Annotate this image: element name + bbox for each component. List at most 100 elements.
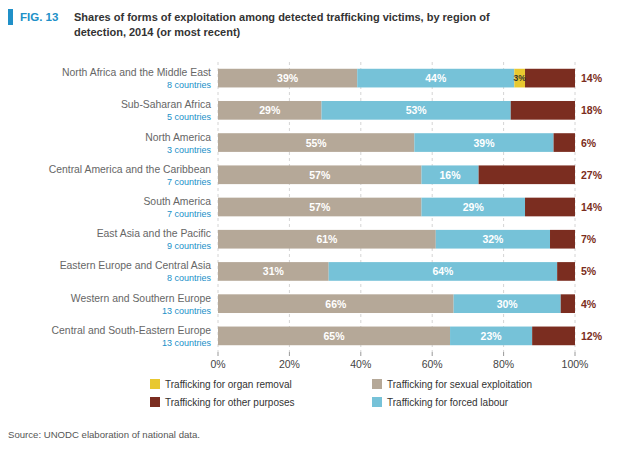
tick-mark — [360, 352, 361, 356]
data-label: 61% — [316, 233, 338, 245]
bar-segment — [421, 198, 525, 217]
category-note: 13 countries — [162, 338, 212, 348]
category-label: North Africa and the Middle East — [62, 67, 211, 78]
tick-label: 40% — [350, 358, 371, 370]
bar-segment — [329, 262, 557, 281]
bar-segment — [322, 101, 511, 120]
data-label: 29% — [259, 104, 281, 116]
legend: Trafficking for organ removal Trafficking… — [150, 379, 532, 408]
data-label: 30% — [497, 298, 519, 310]
bar-segment — [218, 165, 421, 184]
tick-label: 100% — [562, 358, 589, 370]
source-note: Source: UNODC elaboration of national da… — [8, 429, 200, 440]
bar-segment — [218, 294, 454, 313]
tick-mark — [503, 352, 504, 356]
tick-label: 20% — [279, 358, 300, 370]
title-line: detection, 2014 (or most recent) — [74, 26, 241, 38]
data-label: 18% — [581, 104, 603, 116]
legend-swatch — [150, 397, 160, 407]
tick-mark — [289, 352, 290, 356]
category-label: South America — [143, 196, 211, 207]
tick-mark — [575, 352, 576, 356]
data-label: 23% — [481, 330, 503, 342]
legend-entry: Trafficking for organ removal — [165, 379, 292, 390]
data-label: 55% — [306, 137, 328, 149]
bar-segment — [532, 327, 575, 346]
tick-mark — [218, 352, 219, 356]
category-note: 3 countries — [167, 145, 212, 155]
data-label: 4% — [581, 298, 597, 310]
data-label: 32% — [482, 233, 504, 245]
data-label: 5% — [581, 265, 597, 277]
legend-entry: Trafficking for sexual exploitation — [387, 379, 532, 390]
category-note: 8 countries — [167, 273, 212, 283]
title: Shares of forms of exploitation among de… — [74, 11, 490, 38]
data-label: 66% — [325, 298, 347, 310]
tick-label: 60% — [422, 358, 443, 370]
bar-segment — [218, 198, 421, 217]
tick-label: 80% — [493, 358, 514, 370]
bar-segment — [525, 198, 575, 217]
legend-entry: Trafficking for other purposes — [165, 397, 295, 408]
bar-segment — [550, 230, 575, 249]
data-label: 29% — [463, 201, 485, 213]
bar-segment — [218, 230, 436, 249]
bar-segment — [421, 165, 478, 184]
bar-segment — [454, 294, 561, 313]
category-note: 7 countries — [167, 209, 212, 219]
figure-label: FIG. 13 — [20, 11, 58, 23]
category-note: 5 countries — [167, 112, 212, 122]
bar-segment — [525, 69, 575, 88]
page: {"chart_data": { "type": "bar", "orienta… — [0, 0, 640, 450]
data-label: 14% — [581, 201, 603, 213]
data-label: 57% — [309, 201, 331, 213]
legend-swatch — [372, 397, 382, 407]
data-label: 27% — [581, 169, 603, 181]
bar-segment — [218, 327, 450, 346]
legend-entry: Trafficking for forced labour — [387, 397, 509, 408]
data-label: 39% — [277, 72, 299, 84]
category-label: East Asia and the Pacific — [97, 228, 211, 239]
data-label: 39% — [473, 137, 495, 149]
category-label: Sub-Saharan Africa — [121, 99, 211, 110]
data-label: 53% — [406, 104, 428, 116]
data-label: 44% — [425, 72, 447, 84]
legend-swatch — [150, 379, 160, 389]
bars — [218, 69, 575, 345]
bar-segment — [450, 327, 532, 346]
data-labels: 39% 29% 55% 57% 57% 61% 31% 66% 65% 44% 53% 39% 16% 2… — [259, 72, 602, 342]
bar-segment — [218, 101, 322, 120]
bar-segment — [357, 69, 514, 88]
tick-label: 0% — [210, 358, 225, 370]
data-label: 14% — [581, 72, 603, 84]
bar-segment — [561, 294, 575, 313]
bar-segment — [218, 133, 414, 152]
bar-segment — [554, 133, 575, 152]
category-label: Central and South-Eastern Europe — [52, 325, 212, 336]
data-label: 7% — [581, 233, 597, 245]
category-note: 9 countries — [167, 241, 212, 251]
category-label: Western and Southern Europe — [71, 293, 211, 304]
title-marker — [8, 9, 13, 25]
bar-segment — [479, 165, 575, 184]
title-line: Shares of forms of exploitation among de… — [74, 11, 490, 23]
x-axis: 0% 20% 40% 60% 80% 100% — [210, 352, 588, 370]
bar-segment — [218, 69, 357, 88]
bar-segment — [218, 262, 329, 281]
grid — [218, 62, 575, 352]
data-label: 64% — [432, 265, 454, 277]
bar-segment — [511, 101, 575, 120]
chart: FIG. 13 Shares of forms of exploitation a… — [0, 0, 640, 450]
category-label: North America — [145, 132, 211, 143]
category-label: Eastern Europe and Central Asia — [60, 260, 212, 271]
data-label: 57% — [309, 169, 331, 181]
category-note: 7 countries — [167, 177, 212, 187]
data-label: 65% — [324, 330, 346, 342]
data-label: 6% — [581, 137, 597, 149]
category-note: 8 countries — [167, 80, 212, 90]
data-label: 31% — [263, 265, 285, 277]
data-label: 16% — [440, 169, 462, 181]
category-label: Central America and the Caribbean — [49, 164, 212, 175]
y-axis: North Africa and the Middle East 8 countr… — [49, 67, 212, 348]
legend-swatch — [372, 379, 382, 389]
